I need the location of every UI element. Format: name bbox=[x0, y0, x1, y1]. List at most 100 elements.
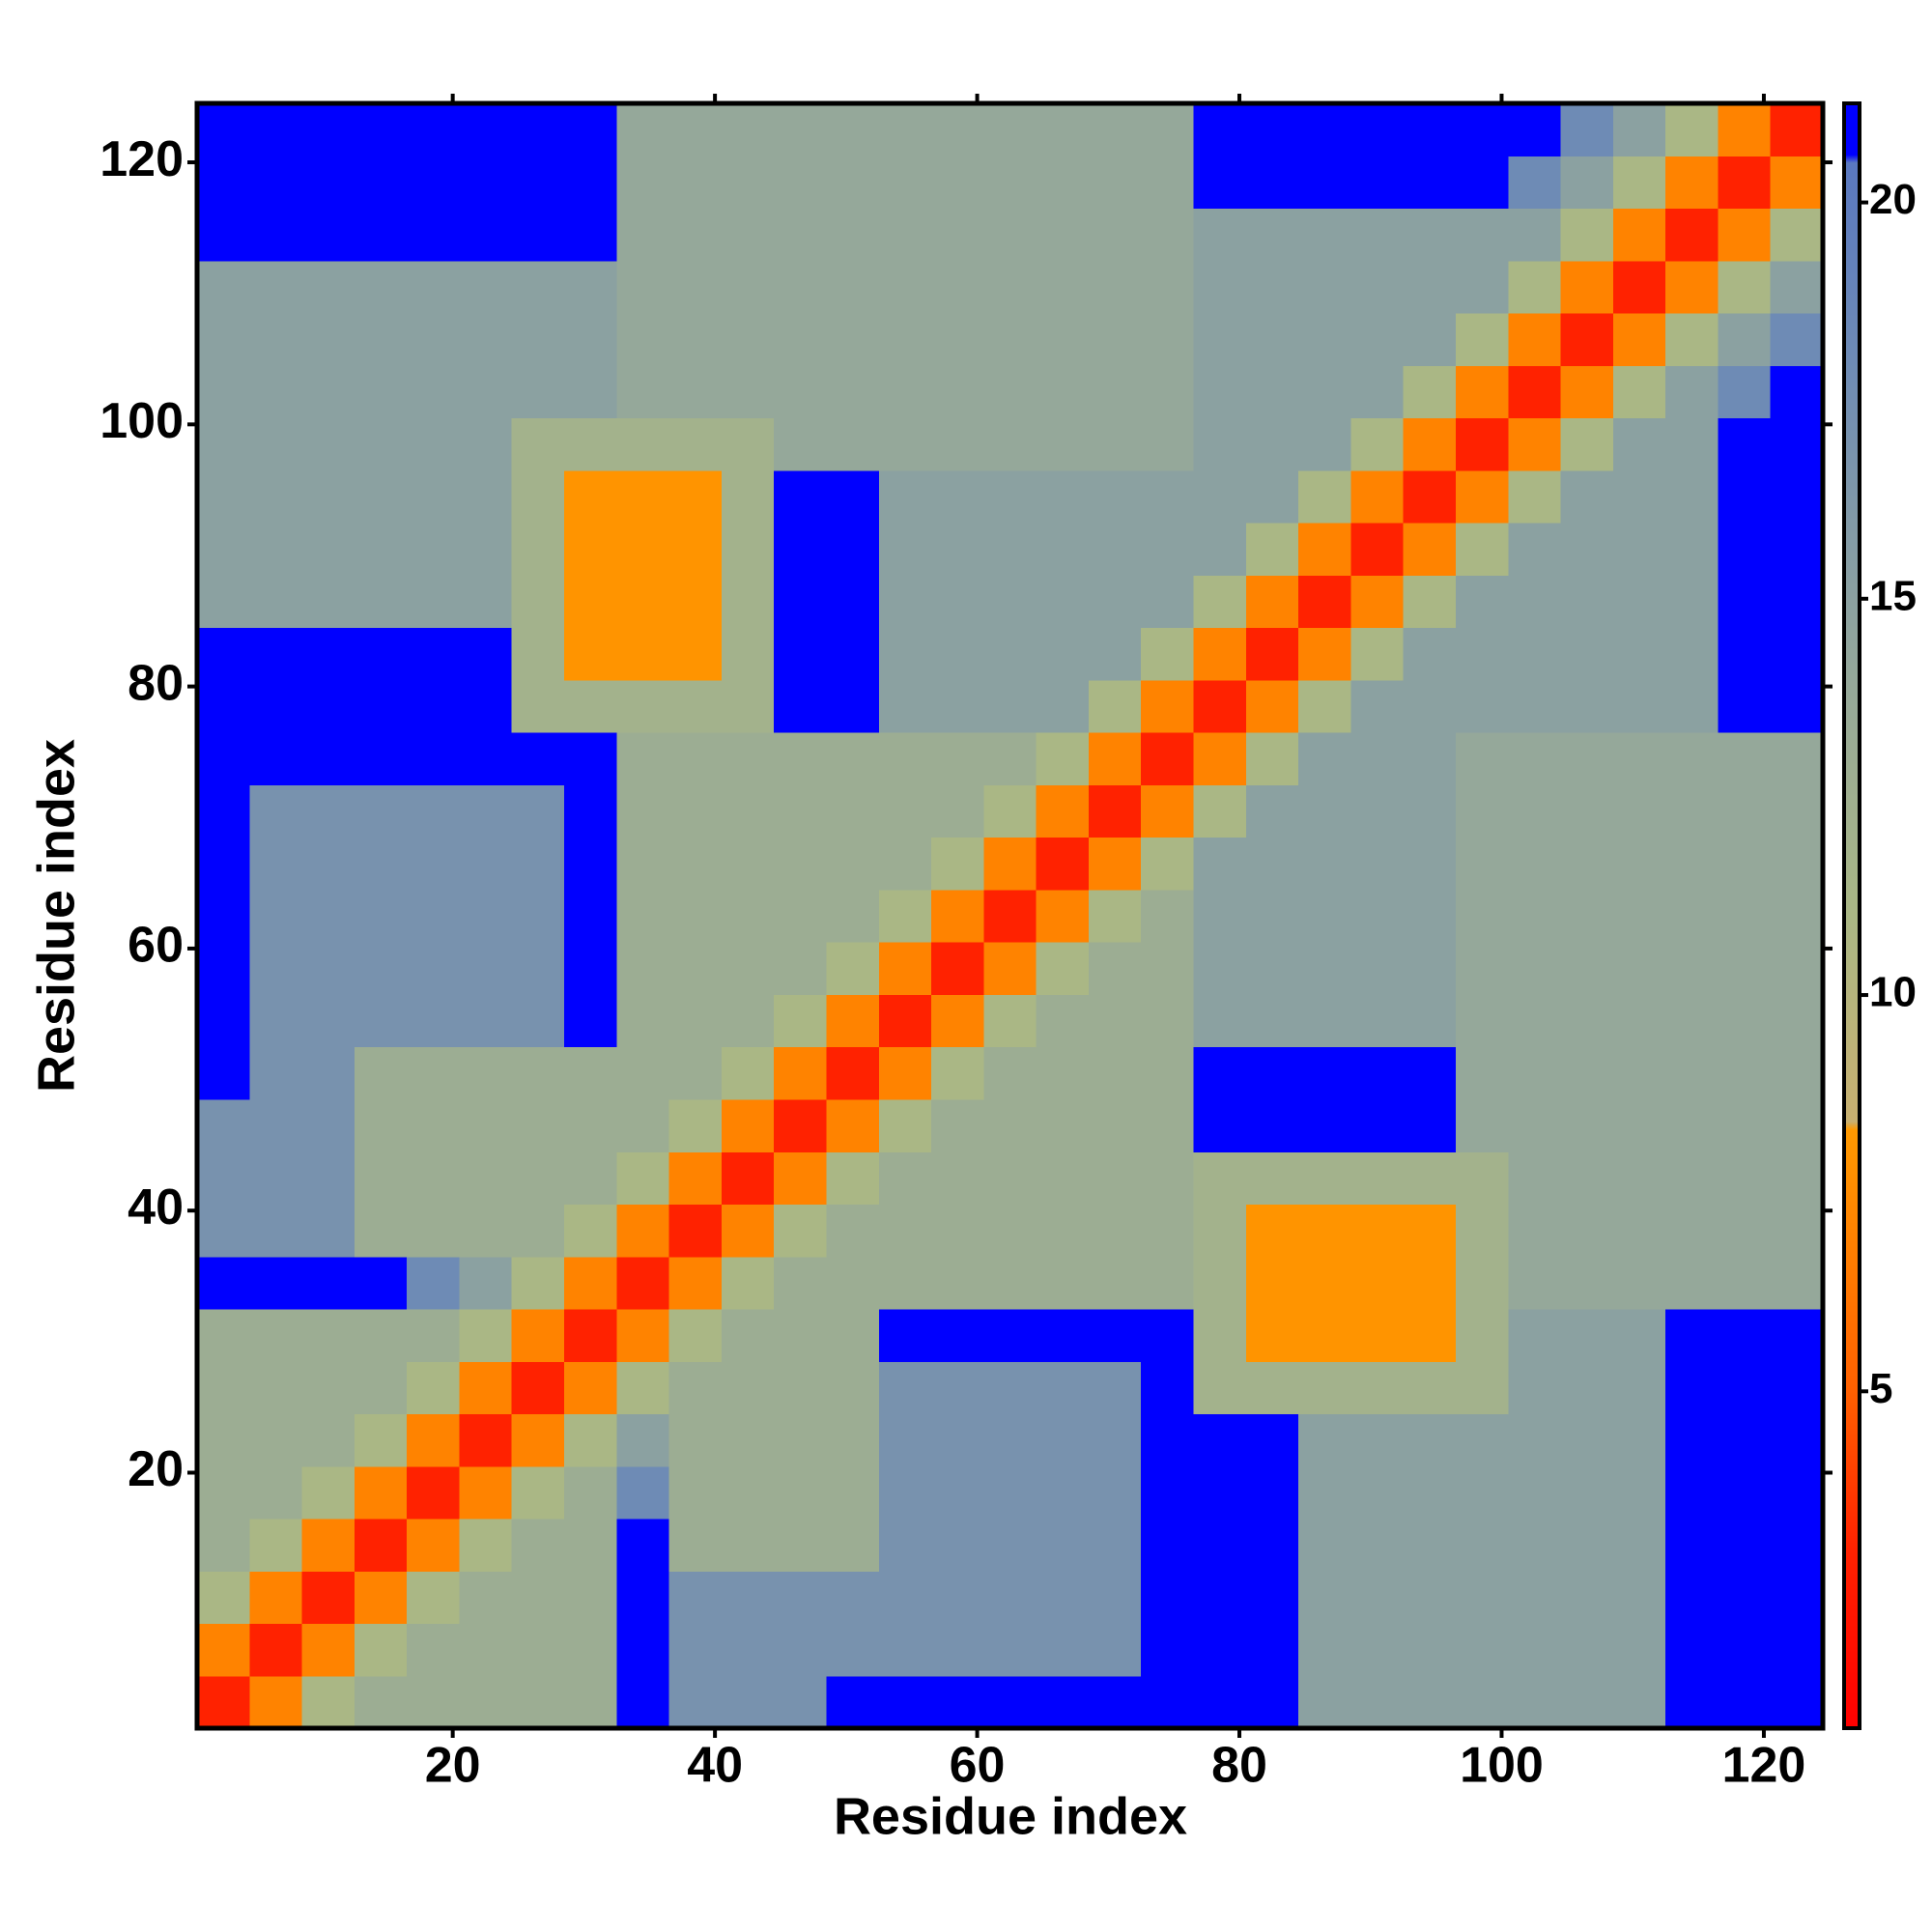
heatmap-cell bbox=[983, 1465, 1037, 1520]
heatmap-cell bbox=[1612, 1465, 1666, 1520]
heatmap-cell bbox=[511, 417, 565, 471]
heatmap-cell bbox=[931, 523, 984, 576]
y-tick-label: 80 bbox=[128, 655, 184, 711]
heatmap-cell bbox=[721, 417, 775, 471]
heatmap-cell bbox=[1245, 1675, 1299, 1729]
heatmap-cell bbox=[616, 1465, 670, 1520]
heatmap-cell bbox=[1665, 417, 1719, 471]
heatmap-cell bbox=[983, 994, 1037, 1048]
heatmap-cell bbox=[197, 889, 250, 943]
heatmap-cell bbox=[668, 1098, 723, 1152]
heatmap-cell bbox=[1141, 1204, 1195, 1258]
heatmap-cell bbox=[1298, 260, 1351, 314]
heatmap-cell bbox=[616, 156, 670, 210]
heatmap-cell bbox=[1245, 156, 1299, 210]
heatmap-cell bbox=[249, 260, 303, 314]
heatmap-cell bbox=[1718, 103, 1772, 156]
heatmap-cell bbox=[1560, 1413, 1614, 1467]
heatmap-cell bbox=[1245, 523, 1299, 576]
heatmap-cell bbox=[826, 1308, 880, 1362]
heatmap-cell bbox=[878, 1046, 932, 1100]
heatmap-cell bbox=[1770, 994, 1824, 1048]
heatmap-cell bbox=[1036, 889, 1090, 943]
heatmap-cell bbox=[354, 313, 408, 366]
heatmap-cell bbox=[197, 994, 250, 1048]
heatmap-cell bbox=[616, 732, 670, 785]
heatmap-cell bbox=[249, 837, 303, 891]
heatmap-cell bbox=[1403, 156, 1457, 210]
heatmap-cell bbox=[1193, 1675, 1247, 1729]
heatmap-cell bbox=[826, 1465, 880, 1520]
heatmap-cell bbox=[511, 1675, 565, 1729]
heatmap-cell bbox=[774, 208, 828, 262]
heatmap-cell bbox=[1245, 208, 1299, 262]
heatmap-cell bbox=[774, 103, 828, 156]
heatmap-cell bbox=[197, 365, 250, 419]
heatmap-cell bbox=[826, 365, 880, 419]
heatmap-cell bbox=[1455, 313, 1509, 366]
colorbar-tick-label: 15 bbox=[1869, 572, 1917, 619]
heatmap-cell bbox=[1718, 679, 1772, 733]
heatmap-cell bbox=[931, 1413, 984, 1467]
heatmap-cell bbox=[1665, 1046, 1719, 1100]
heatmap-cell bbox=[249, 732, 303, 785]
heatmap-cell bbox=[1141, 1256, 1195, 1310]
heatmap-cell bbox=[1665, 1256, 1719, 1310]
heatmap-cell bbox=[459, 837, 513, 891]
heatmap-cell bbox=[826, 1256, 880, 1310]
heatmap-cell bbox=[931, 627, 984, 681]
heatmap-cell bbox=[407, 1151, 461, 1206]
heatmap-cell bbox=[1245, 1518, 1299, 1572]
heatmap-cell bbox=[459, 1256, 513, 1310]
heatmap-cell bbox=[1508, 1204, 1562, 1258]
heatmap-cell bbox=[1088, 1098, 1142, 1152]
heatmap-cell bbox=[1088, 1518, 1142, 1572]
heatmap-cell bbox=[1350, 1413, 1405, 1467]
heatmap-cell bbox=[1141, 1413, 1195, 1467]
heatmap-cell bbox=[1665, 889, 1719, 943]
heatmap-cell bbox=[721, 1256, 775, 1310]
heatmap-cell bbox=[1455, 1571, 1509, 1625]
heatmap-cell bbox=[616, 103, 670, 156]
heatmap-cell bbox=[983, 260, 1037, 314]
heatmap-cell bbox=[1612, 260, 1666, 314]
heatmap-cell bbox=[1403, 732, 1457, 785]
heatmap-cell bbox=[564, 1046, 617, 1100]
heatmap-cell bbox=[1508, 365, 1562, 419]
heatmap-cell bbox=[1350, 837, 1405, 891]
heatmap-cell bbox=[1141, 837, 1195, 891]
heatmap-cell bbox=[511, 156, 565, 210]
heatmap-cell bbox=[301, 627, 355, 681]
heatmap-cell bbox=[1350, 260, 1405, 314]
heatmap-cell bbox=[1455, 523, 1509, 576]
heatmap-cell bbox=[197, 732, 250, 785]
heatmap-cell bbox=[407, 1308, 461, 1362]
heatmap-cell bbox=[407, 942, 461, 995]
heatmap-cell bbox=[354, 1465, 408, 1520]
heatmap-cell bbox=[1770, 575, 1824, 629]
heatmap-cell bbox=[931, 469, 984, 524]
heatmap-cell bbox=[668, 994, 723, 1048]
heatmap-cell bbox=[459, 994, 513, 1048]
heatmap-cell bbox=[1088, 208, 1142, 262]
heatmap-cell bbox=[1350, 1098, 1405, 1152]
heatmap-cell bbox=[1455, 1361, 1509, 1415]
heatmap-cell bbox=[1036, 994, 1090, 1048]
heatmap-cell bbox=[1036, 1098, 1090, 1152]
heatmap-cell bbox=[1770, 889, 1824, 943]
heatmap-cell bbox=[1245, 1098, 1299, 1152]
heatmap-cell bbox=[931, 1098, 984, 1152]
heatmap-cell bbox=[511, 575, 565, 629]
heatmap-cell bbox=[459, 260, 513, 314]
heatmap-cell bbox=[1665, 1098, 1719, 1152]
heatmap-cell bbox=[1298, 1571, 1351, 1625]
heatmap-cell bbox=[1718, 1675, 1772, 1729]
heatmap-cell bbox=[1193, 469, 1247, 524]
heatmap-cell bbox=[459, 1571, 513, 1625]
heatmap-cell bbox=[1036, 627, 1090, 681]
y-axis-title: Residue index bbox=[27, 739, 85, 1093]
heatmap-cell bbox=[1560, 627, 1614, 681]
heatmap-cell bbox=[774, 679, 828, 733]
heatmap-cell bbox=[1245, 837, 1299, 891]
heatmap-cell bbox=[301, 1413, 355, 1467]
